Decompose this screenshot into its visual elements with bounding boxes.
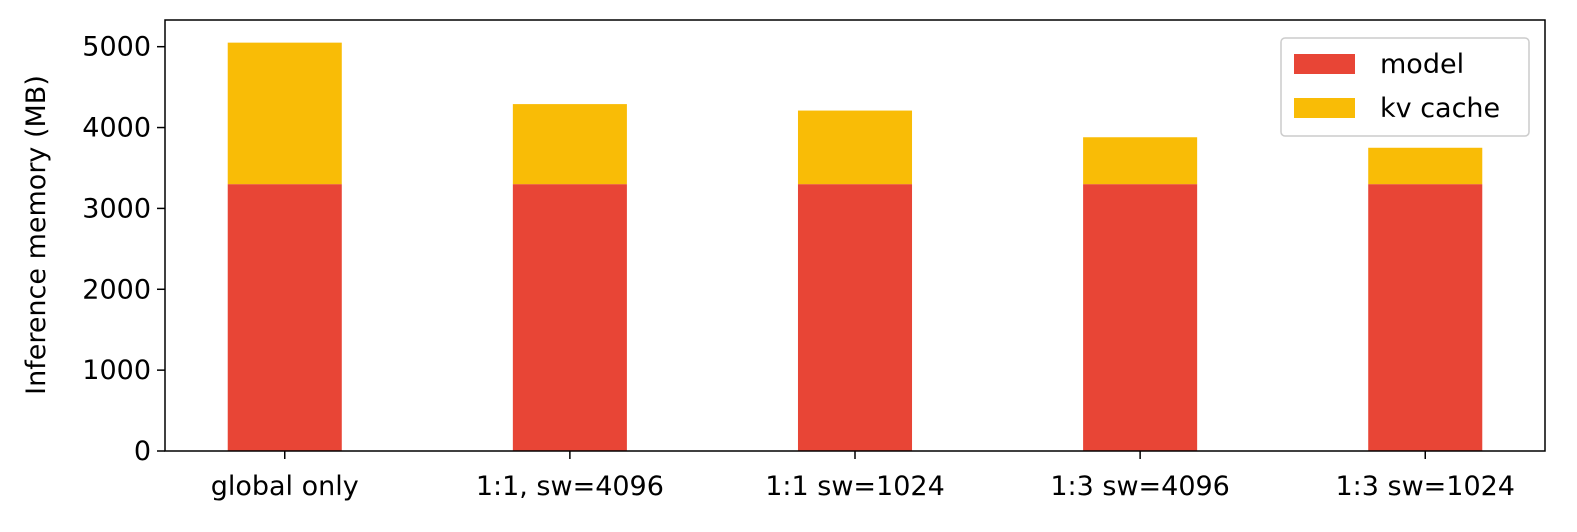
bar-segment bbox=[227, 184, 342, 451]
plot-frame bbox=[164, 19, 1546, 452]
bar-segment bbox=[512, 184, 627, 451]
bar-segment bbox=[1368, 147, 1483, 185]
legend-label: kv cache bbox=[1380, 93, 1500, 124]
x-tick-label: 1:1, sw=4096 bbox=[476, 471, 664, 502]
y-axis-label: Inference memory (MB) bbox=[21, 75, 52, 395]
bar-segment bbox=[1083, 137, 1198, 185]
y-tick-label: 0 bbox=[134, 436, 151, 467]
bar-segment bbox=[227, 42, 342, 185]
y-tick-label: 4000 bbox=[82, 113, 151, 144]
bar-segment bbox=[797, 110, 913, 185]
legend-swatch bbox=[1294, 98, 1355, 118]
x-tick-label: 1:3 sw=1024 bbox=[1335, 471, 1515, 502]
bar-segment bbox=[512, 104, 627, 185]
bar-segment bbox=[1083, 184, 1198, 451]
x-tick-label: global only bbox=[211, 471, 359, 502]
legend-swatch bbox=[1294, 54, 1355, 74]
x-tick-label: 1:3 sw=4096 bbox=[1050, 471, 1230, 502]
bar-segment bbox=[797, 184, 913, 451]
legend-label: model bbox=[1380, 49, 1464, 80]
y-tick-label: 3000 bbox=[82, 193, 151, 224]
y-tick-label: 2000 bbox=[82, 274, 151, 305]
bar-segment bbox=[1368, 184, 1483, 451]
x-tick-label: 1:1 sw=1024 bbox=[765, 471, 945, 502]
y-tick-label: 5000 bbox=[82, 32, 151, 63]
y-tick-label: 1000 bbox=[82, 355, 151, 386]
